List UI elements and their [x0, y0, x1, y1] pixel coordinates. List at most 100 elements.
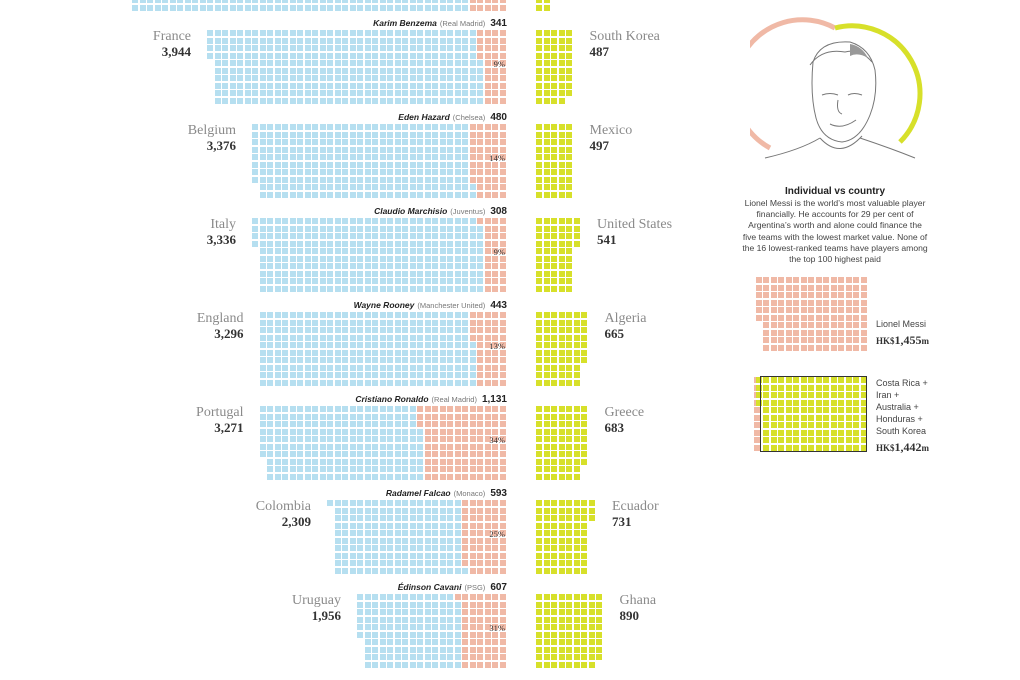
country-cell [357, 349, 364, 356]
waffle-cell [349, 0, 356, 4]
country-cell [229, 60, 236, 67]
waffle-cell [447, 4, 454, 11]
country-cell [364, 37, 371, 44]
player-cell [469, 161, 476, 168]
country-cell [409, 522, 416, 529]
messi-cell [785, 337, 792, 344]
country-cell [454, 240, 461, 247]
player-cell [477, 624, 484, 631]
combined-cell [815, 392, 822, 399]
small-country-cell [551, 191, 558, 198]
waffle-cell [184, 4, 191, 11]
player-cell [499, 379, 506, 386]
country-cell [342, 60, 349, 67]
country-cell [454, 560, 461, 567]
country-cell [289, 161, 296, 168]
country-cell [417, 176, 424, 183]
country-cell [282, 421, 289, 428]
country-cell [402, 357, 409, 364]
player-cell [499, 624, 506, 631]
country-cell [364, 436, 371, 443]
country-cell [289, 270, 296, 277]
player-cell [477, 530, 484, 537]
country-cell [342, 507, 349, 514]
small-country-cell [551, 169, 558, 176]
player-club: (Chelsea) [452, 113, 486, 122]
country-cell [409, 131, 416, 138]
small-country-cell [543, 169, 550, 176]
country-cell [394, 500, 401, 507]
country-cell [334, 37, 341, 44]
country-cell [447, 372, 454, 379]
player-cell [477, 451, 484, 458]
messi-cell [770, 344, 777, 351]
country-cell [439, 82, 446, 89]
small-country-cell [536, 82, 543, 89]
country-cell [244, 82, 251, 89]
country-cell [447, 342, 454, 349]
country-cell [454, 131, 461, 138]
country-cell [357, 552, 364, 559]
messi-cell [793, 307, 800, 314]
player-cell [462, 631, 469, 638]
country-cell [409, 616, 416, 623]
country-cell [447, 146, 454, 153]
small-country-cell [551, 270, 558, 277]
combined-cell [860, 377, 867, 384]
country-cell [267, 248, 274, 255]
country-cell [469, 97, 476, 104]
waffle-cell [222, 4, 229, 11]
small-country-cell [596, 631, 603, 638]
country-cell [372, 319, 379, 326]
country-cell [342, 37, 349, 44]
player-cell [492, 601, 499, 608]
country-cell [417, 131, 424, 138]
country-cell [447, 530, 454, 537]
country-cell [402, 327, 409, 334]
waffle-cell [237, 4, 244, 11]
player-cell [484, 406, 491, 413]
player-cell [492, 75, 499, 82]
small-country-cell [543, 176, 550, 183]
country-cell [409, 624, 416, 631]
country-cell [214, 67, 221, 74]
country-cell [297, 97, 304, 104]
player-value: 607 [490, 582, 507, 593]
player-cell [484, 500, 491, 507]
player-cell [439, 466, 446, 473]
player-cell [492, 372, 499, 379]
country-cell [357, 451, 364, 458]
player-percentage: 25% [489, 529, 505, 539]
country-cell [297, 169, 304, 176]
country-cell [304, 139, 311, 146]
country-cell [454, 191, 461, 198]
small-country-cell [558, 82, 565, 89]
country-cell [394, 218, 401, 225]
small-country-cell [536, 342, 543, 349]
player-cell [477, 37, 484, 44]
country-cell [387, 82, 394, 89]
waffle-cell [304, 0, 311, 4]
messi-cell [830, 314, 837, 321]
country-cell [372, 139, 379, 146]
country-cell [447, 537, 454, 544]
messi-cell [823, 337, 830, 344]
country-cell [334, 406, 341, 413]
country-cell [439, 248, 446, 255]
country-cell [387, 37, 394, 44]
country-cell [357, 191, 364, 198]
player-cell [499, 176, 506, 183]
small-country-cell [543, 191, 550, 198]
country-cell [267, 379, 274, 386]
country-cell [409, 515, 416, 522]
country-cell [424, 52, 431, 59]
country-cell [454, 639, 461, 646]
country-cell [319, 176, 326, 183]
small-country-cell [536, 270, 543, 277]
country-cell [439, 154, 446, 161]
player-cell [484, 37, 491, 44]
combined-cell [830, 407, 837, 414]
messi-label: Lionel Messi [876, 319, 927, 329]
country-cell [387, 191, 394, 198]
country-cell [304, 443, 311, 450]
